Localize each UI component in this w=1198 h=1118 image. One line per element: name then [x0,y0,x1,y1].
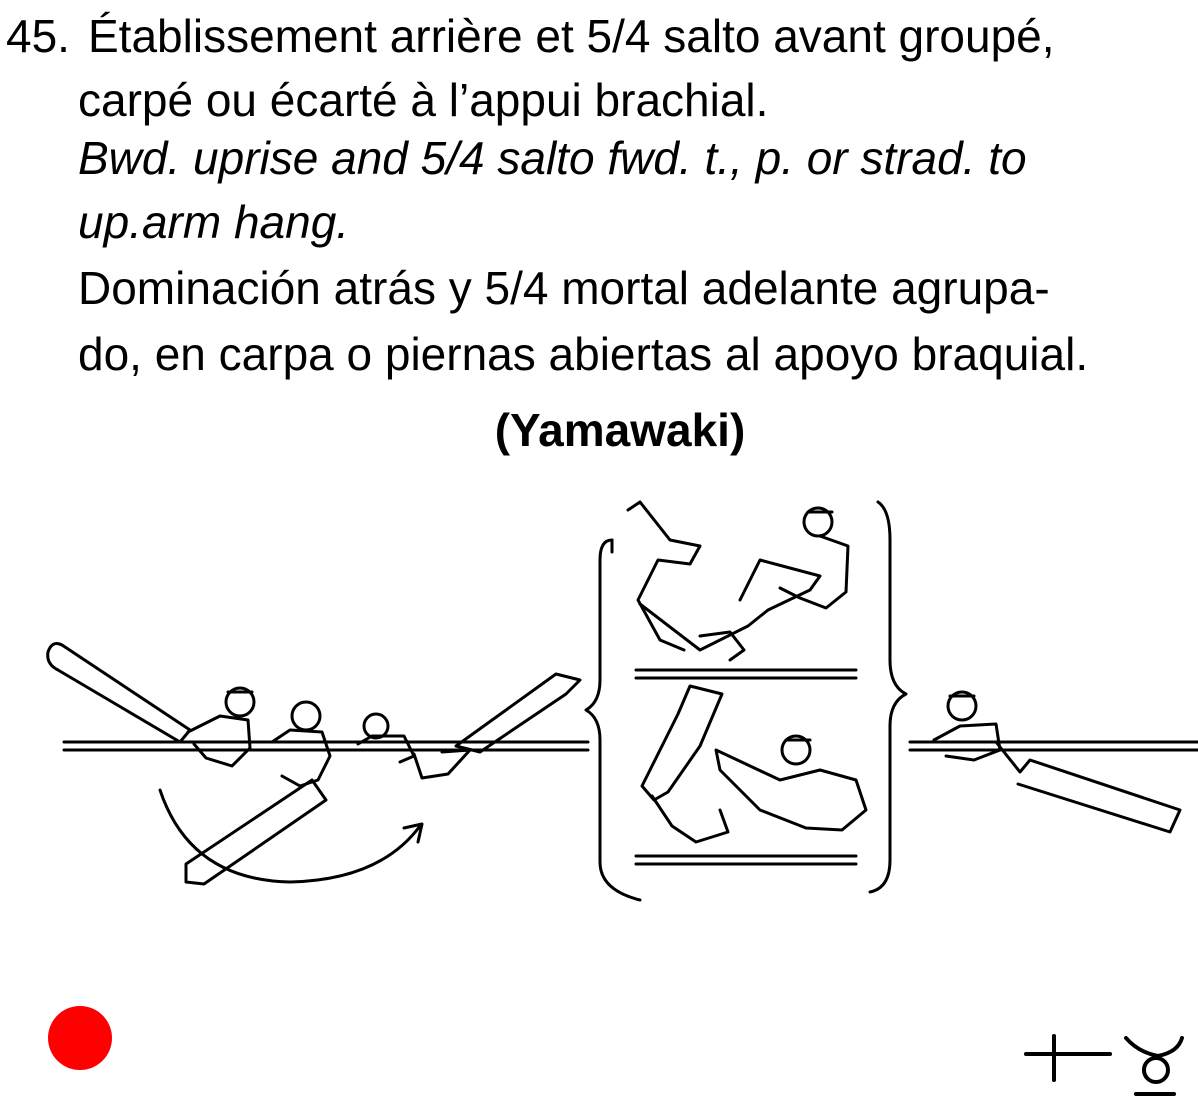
french-text-line-2: carpé ou écarté à l’appui brachial. [78,74,769,126]
spanish-text-line-2: do, en carpa o piernas abiertas al apoyo… [78,328,1089,380]
element-number: 45. [6,10,70,62]
french-text-line-1: Établissement arrière et 5/4 salto avant… [88,10,1055,62]
english-text-line-1: Bwd. uprise and 5/4 salto fwd. t., p. or… [78,132,1027,184]
spanish-text-line-1: Dominación atrás y 5/4 mortal adelante a… [78,262,1050,314]
element-symbol-icon [1024,1034,1184,1096]
gymnast-sequence-illustration [46,500,1198,902]
element-name: (Yamawaki) [494,404,746,456]
red-dot-icon [48,1006,112,1070]
english-text-line-2: up.arm hang. [78,196,350,248]
